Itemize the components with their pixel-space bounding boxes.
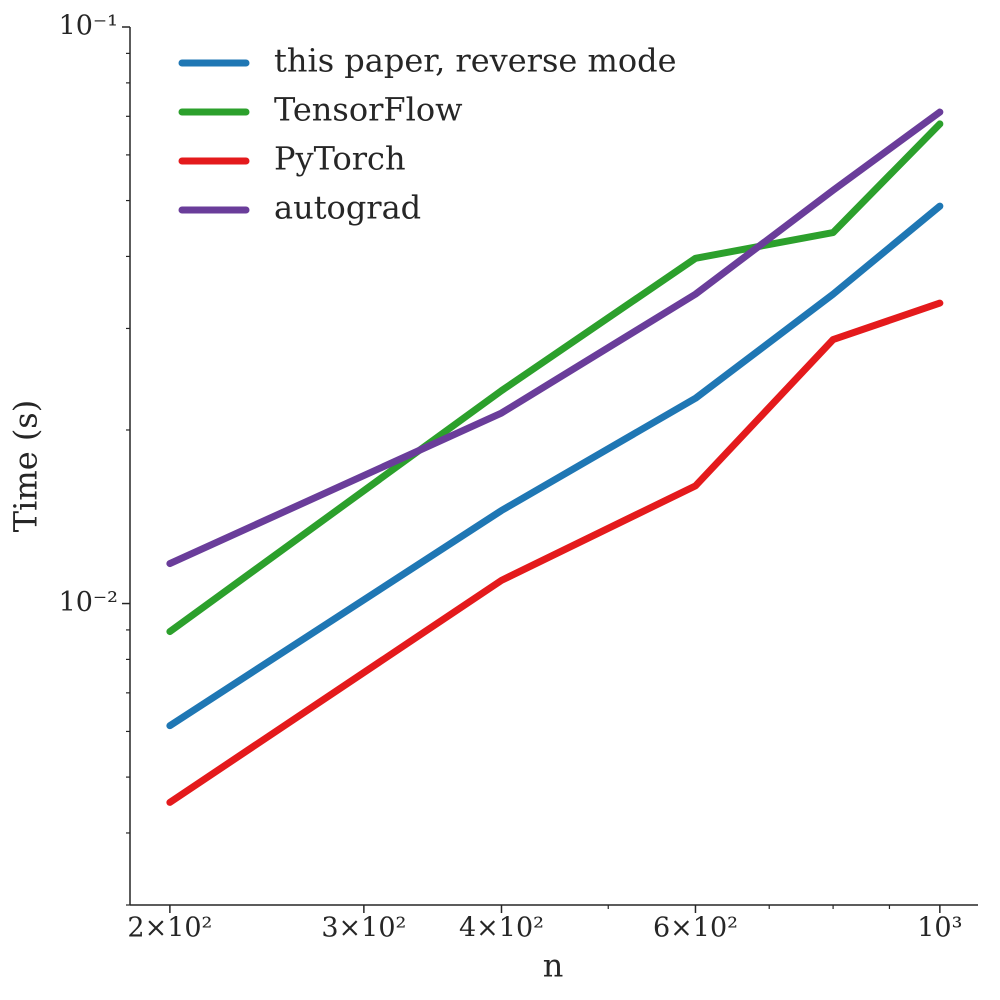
y-tick-label: 10⁻¹ [59,11,118,42]
line-series [166,108,944,568]
legend-label: autograd [274,189,421,227]
x-tick-label: 4×10² [459,913,544,944]
legend-label: TensorFlow [274,91,462,129]
x-tick-label: 2×10² [127,913,212,944]
line-series [166,299,944,806]
legend-label: this paper, reverse mode [274,42,677,80]
line-series [166,202,944,730]
x-axis-label: n [543,947,564,985]
legend-label: PyTorch [274,140,406,178]
line-series [166,120,944,636]
x-tick-label: 3×10² [321,913,406,944]
x-tick-label: 10³ [917,913,962,944]
y-axis-label: Time (s) [7,400,45,532]
y-tick-label: 10⁻² [59,587,118,618]
x-tick-label: 6×10² [653,913,738,944]
